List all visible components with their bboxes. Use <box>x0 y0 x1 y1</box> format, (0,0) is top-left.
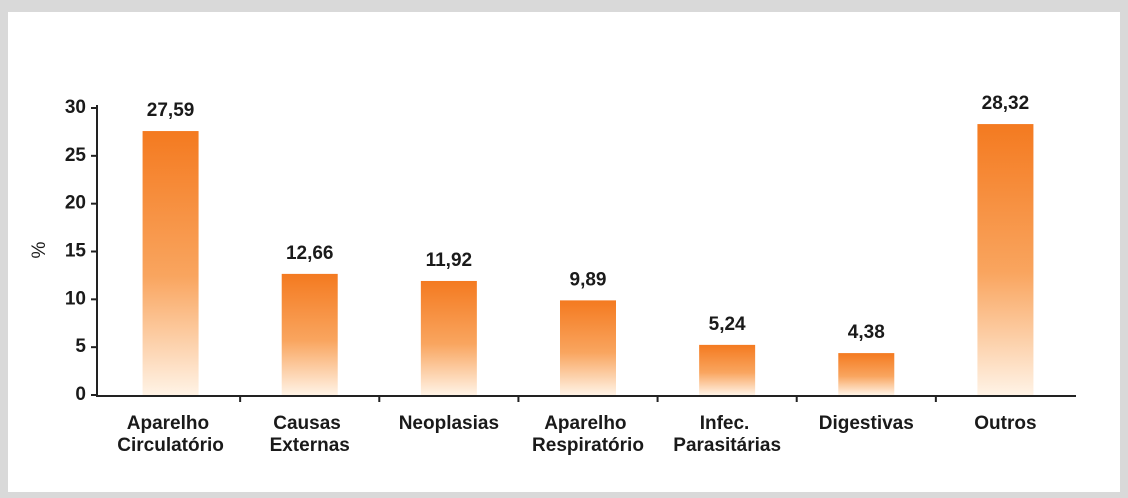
bar <box>699 344 756 395</box>
bar <box>142 131 199 395</box>
bar <box>838 353 895 395</box>
y-tick-label: 0 <box>75 384 86 405</box>
x-tick-label: Infec. Parasitárias <box>673 413 781 456</box>
y-tick-label: 20 <box>65 193 86 214</box>
x-tick-label: Outros <box>974 413 1036 434</box>
value-label: 5,24 <box>709 314 746 335</box>
x-tick-label: Causas Externas <box>270 413 350 456</box>
y-tick-label: 30 <box>65 97 86 118</box>
y-tick-label: 5 <box>75 336 86 357</box>
value-label: 9,89 <box>570 269 607 290</box>
bar <box>281 273 338 395</box>
y-tick-label: 25 <box>65 145 87 166</box>
bar <box>420 280 477 395</box>
x-tick-label: Aparelho Respiratório <box>532 413 644 456</box>
bar <box>560 300 616 395</box>
x-tick-label: Digestivas <box>819 413 914 434</box>
value-label: 27,59 <box>147 100 195 121</box>
y-tick-label: 10 <box>65 288 86 309</box>
x-tick-label: Neoplasias <box>399 413 499 434</box>
value-label: 4,38 <box>848 322 885 343</box>
value-label: 11,92 <box>426 250 473 271</box>
y-axis-label: % <box>29 241 50 258</box>
value-label: 28,32 <box>982 93 1030 114</box>
bar <box>977 124 1034 396</box>
x-tick-label: Aparelho Circulatório <box>117 413 224 456</box>
y-tick-label: 15 <box>65 241 87 262</box>
value-label: 12,66 <box>286 243 334 264</box>
